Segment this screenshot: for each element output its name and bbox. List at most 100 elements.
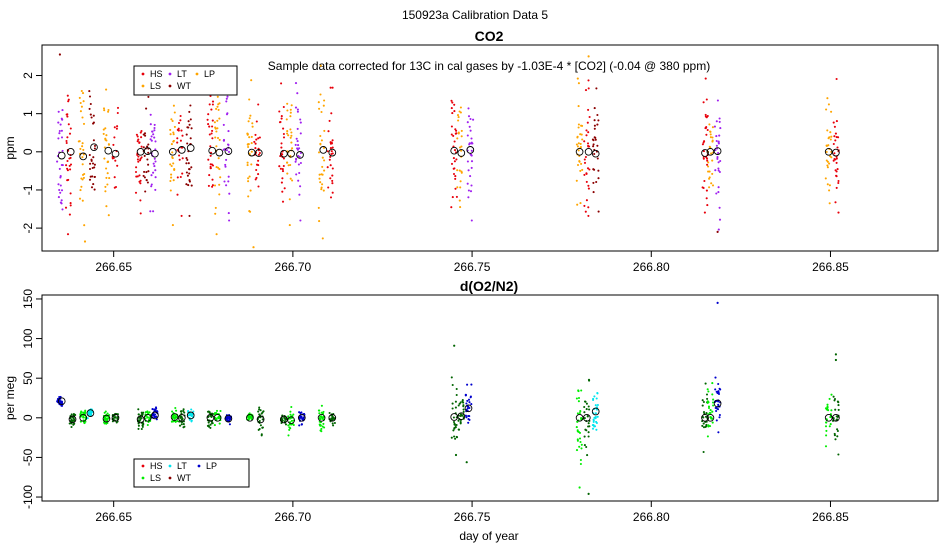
- co2-data-point: [215, 166, 218, 169]
- o2n2-data-point: [702, 416, 705, 419]
- o2n2-data-point: [711, 421, 714, 424]
- o2n2-data-point: [146, 410, 149, 413]
- co2-data-point: [65, 139, 68, 143]
- co2-data-point: [457, 119, 460, 122]
- co2-data-point: [470, 142, 473, 145]
- o2n2-data-point: [577, 430, 580, 434]
- co2-data-point: [250, 163, 253, 166]
- co2-data-point: [80, 105, 83, 108]
- o2n2-data-point: [331, 422, 334, 425]
- co2-data-point: [188, 214, 191, 217]
- o2n2-data-point: [451, 402, 454, 405]
- co2-data-point: [247, 143, 250, 146]
- co2-data-point: [708, 176, 711, 179]
- co2-data-point: [139, 199, 142, 202]
- co2-data-point: [107, 143, 110, 146]
- co2-data-point: [281, 177, 284, 180]
- co2-data-point: [280, 142, 283, 145]
- co2-data-point: [152, 171, 155, 174]
- co2-data-point: [452, 167, 455, 170]
- co2-data-point: [329, 196, 333, 199]
- co2-data-point: [209, 154, 212, 157]
- co2-data-point: [170, 143, 173, 146]
- co2-data-point: [454, 187, 457, 190]
- co2-data-point: [835, 174, 838, 177]
- co2-data-point: [825, 150, 828, 154]
- co2-data-point: [278, 165, 281, 168]
- co2-data-point: [717, 151, 720, 155]
- o2n2-data-point: [455, 393, 458, 397]
- o2n2-data-point: [80, 410, 83, 413]
- co2-data-point: [825, 108, 828, 111]
- co2-data-point: [322, 104, 325, 107]
- co2-data-point: [319, 143, 322, 146]
- o2n2-data-point: [717, 403, 720, 406]
- co2-data-point: [188, 179, 191, 182]
- co2-data-point: [225, 184, 228, 187]
- co2-data-point: [715, 120, 718, 123]
- o2n2-legend-marker-lt: [168, 464, 172, 468]
- co2-data-point: [470, 137, 473, 140]
- co2-data-point: [246, 132, 249, 135]
- co2-data-point: [82, 122, 86, 125]
- co2-data-point: [69, 202, 72, 205]
- co2-data-point: [257, 137, 260, 140]
- o2n2-data-point: [592, 420, 595, 423]
- co2-data-point: [60, 136, 64, 139]
- o2n2-data-point: [322, 422, 325, 425]
- co2-data-point: [322, 146, 326, 149]
- co2-data-point: [318, 173, 321, 176]
- o2n2-data-point: [174, 406, 177, 410]
- co2-data-point: [470, 153, 473, 156]
- o2n2-data-point: [836, 428, 839, 431]
- o2n2-data-point: [587, 405, 590, 408]
- co2-data-point: [147, 143, 150, 146]
- co2-data-point: [706, 128, 709, 132]
- co2-data-point: [717, 161, 720, 164]
- co2-data-point: [140, 145, 143, 148]
- co2-data-point: [294, 82, 298, 85]
- o2n2-outlier-point: [465, 461, 468, 464]
- co2-data-point: [715, 144, 718, 147]
- co2-data-point: [186, 158, 189, 161]
- o2n2-data-point: [137, 424, 140, 427]
- co2-data-point: [297, 163, 300, 166]
- o2n2-data-point: [464, 414, 467, 417]
- co2-data-point: [592, 143, 595, 146]
- co2-data-point: [59, 191, 62, 194]
- o2n2-data-point: [702, 426, 706, 429]
- co2-data-point: [218, 138, 221, 141]
- co2-data-point: [597, 177, 600, 180]
- co2-data-point: [320, 186, 323, 189]
- o2n2-data-point: [719, 388, 722, 391]
- co2-data-point: [289, 111, 292, 114]
- co2-data-point: [102, 107, 106, 110]
- o2n2-data-point: [190, 414, 193, 417]
- co2-data-point: [176, 193, 179, 196]
- co2-data-point: [169, 128, 172, 131]
- co2-data-point: [223, 180, 226, 183]
- o2n2-data-point: [182, 408, 185, 411]
- o2n2-data-point: [702, 400, 705, 404]
- co2-y-axis-label: ppm: [3, 136, 17, 159]
- co2-data-point: [828, 189, 831, 192]
- co2-plot-frame: [41, 44, 939, 252]
- co2-axes: 266.65 266.70 266.75 266.80 266.85 -2 -1 0 1 2: [21, 72, 849, 274]
- co2-data-point: [190, 184, 193, 187]
- co2-data-point: [60, 163, 63, 167]
- o2n2-data-point: [595, 397, 598, 400]
- co2-data-point: [149, 123, 152, 126]
- co2-data-point: [186, 142, 189, 145]
- co2-data-point: [327, 186, 330, 189]
- co2-data-point: [147, 163, 150, 166]
- o2n2-x-axis-label: day of year: [459, 529, 518, 543]
- o2n2-data-point: [455, 387, 458, 391]
- o2n2-data-point: [69, 417, 72, 420]
- co2-mean-marker: [584, 147, 593, 156]
- co2-data-point: [702, 101, 705, 104]
- co2-data-point: [450, 99, 453, 102]
- o2n2-data-point: [584, 400, 587, 403]
- o2n2-data-point: [151, 414, 154, 417]
- co2-data-point: [81, 145, 84, 148]
- co2-data-point: [294, 160, 297, 163]
